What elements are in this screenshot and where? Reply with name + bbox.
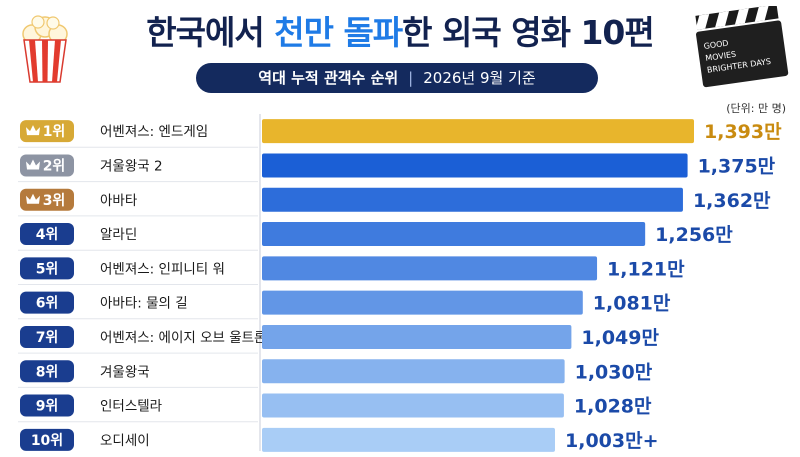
title-highlight-1: 천만 bbox=[274, 13, 334, 52]
bar bbox=[262, 187, 683, 212]
rank-label: 9위 bbox=[36, 399, 59, 415]
bar bbox=[262, 393, 564, 418]
rank-badge bbox=[20, 394, 74, 417]
crown-icon bbox=[26, 125, 40, 136]
subtitle-main: 역대 누적 관객수 순위 bbox=[258, 69, 399, 87]
movie-title: 어벤져스: 에이지 오브 울트론 bbox=[100, 330, 266, 346]
bar bbox=[262, 119, 694, 144]
movie-title: 어벤져스: 인피니티 워 bbox=[100, 261, 225, 277]
value-label: 1,362만 bbox=[693, 190, 771, 212]
subtitle-separator: | bbox=[408, 69, 414, 87]
bar bbox=[262, 256, 598, 281]
page-title: 한국에서 천만 돌파한 외국 영화 10편 bbox=[146, 13, 654, 52]
rank-badge bbox=[20, 291, 74, 314]
rank-label: 5위 bbox=[36, 261, 59, 277]
movie-title: 인터스텔라 bbox=[100, 399, 163, 415]
rank-label: 1위 bbox=[43, 124, 66, 140]
value-label: 1,030만 bbox=[575, 361, 653, 383]
rank-label: 8위 bbox=[36, 364, 59, 380]
rank-badge bbox=[20, 325, 74, 348]
value-label: 1,121만 bbox=[607, 258, 685, 280]
bar bbox=[262, 222, 646, 247]
value-label: 1,028만 bbox=[574, 396, 652, 418]
clapper-line-1: GOOD bbox=[703, 39, 729, 51]
movie-title: 알라딘 bbox=[100, 227, 137, 243]
subtitle-date: 2026년 9월 기준 bbox=[423, 69, 536, 87]
movie-title: 오디세이 bbox=[100, 433, 150, 449]
rank-label: 3위 bbox=[43, 193, 66, 209]
movie-title: 아바타 bbox=[100, 193, 138, 209]
value-label: 1,393만 bbox=[704, 121, 782, 143]
rank-badge bbox=[20, 223, 74, 246]
movie-title: 아바타: 물의 길 bbox=[100, 296, 188, 312]
rank-label: 10위 bbox=[31, 433, 63, 449]
unit-label: (단위: 만 명) bbox=[726, 102, 786, 115]
rank-badge bbox=[20, 360, 74, 383]
value-label: 1,256만 bbox=[655, 224, 733, 246]
rank-badge bbox=[20, 188, 74, 211]
subtitle-pill: 역대 누적 관객수 순위 | 2026년 9월 기준 bbox=[196, 63, 598, 93]
rank-label: 7위 bbox=[36, 330, 59, 346]
clapperboard-icon: GOOD MOVIES BRIGHTER DAYS bbox=[695, 6, 789, 88]
rank-badge bbox=[20, 257, 74, 280]
title-highlight-2: 돌파 bbox=[343, 13, 403, 52]
rank-badge bbox=[20, 120, 74, 143]
crown-icon bbox=[26, 159, 40, 170]
rank-label: 2위 bbox=[43, 158, 66, 174]
crown-icon bbox=[26, 193, 40, 204]
value-label: 1,081만 bbox=[593, 293, 671, 315]
rank-badge bbox=[20, 154, 74, 177]
bar bbox=[262, 359, 565, 384]
value-label: 1,375만 bbox=[698, 155, 776, 177]
clapper-line-2: MOVIES bbox=[705, 50, 737, 63]
movie-title: 겨울왕국 2 bbox=[100, 158, 163, 174]
rank-label: 4위 bbox=[36, 227, 59, 243]
popcorn-icon bbox=[22, 15, 68, 83]
bar bbox=[262, 324, 572, 349]
movie-title: 어벤져스: 엔드게임 bbox=[100, 124, 208, 140]
bar bbox=[262, 427, 555, 452]
value-label: 1,003만+ bbox=[565, 430, 659, 452]
bar bbox=[262, 290, 583, 315]
bar bbox=[262, 153, 688, 178]
movie-title: 겨울왕국 bbox=[100, 364, 150, 380]
rank-label: 6위 bbox=[36, 296, 59, 312]
rank-badge bbox=[20, 428, 74, 451]
value-label: 1,049만 bbox=[581, 327, 659, 349]
